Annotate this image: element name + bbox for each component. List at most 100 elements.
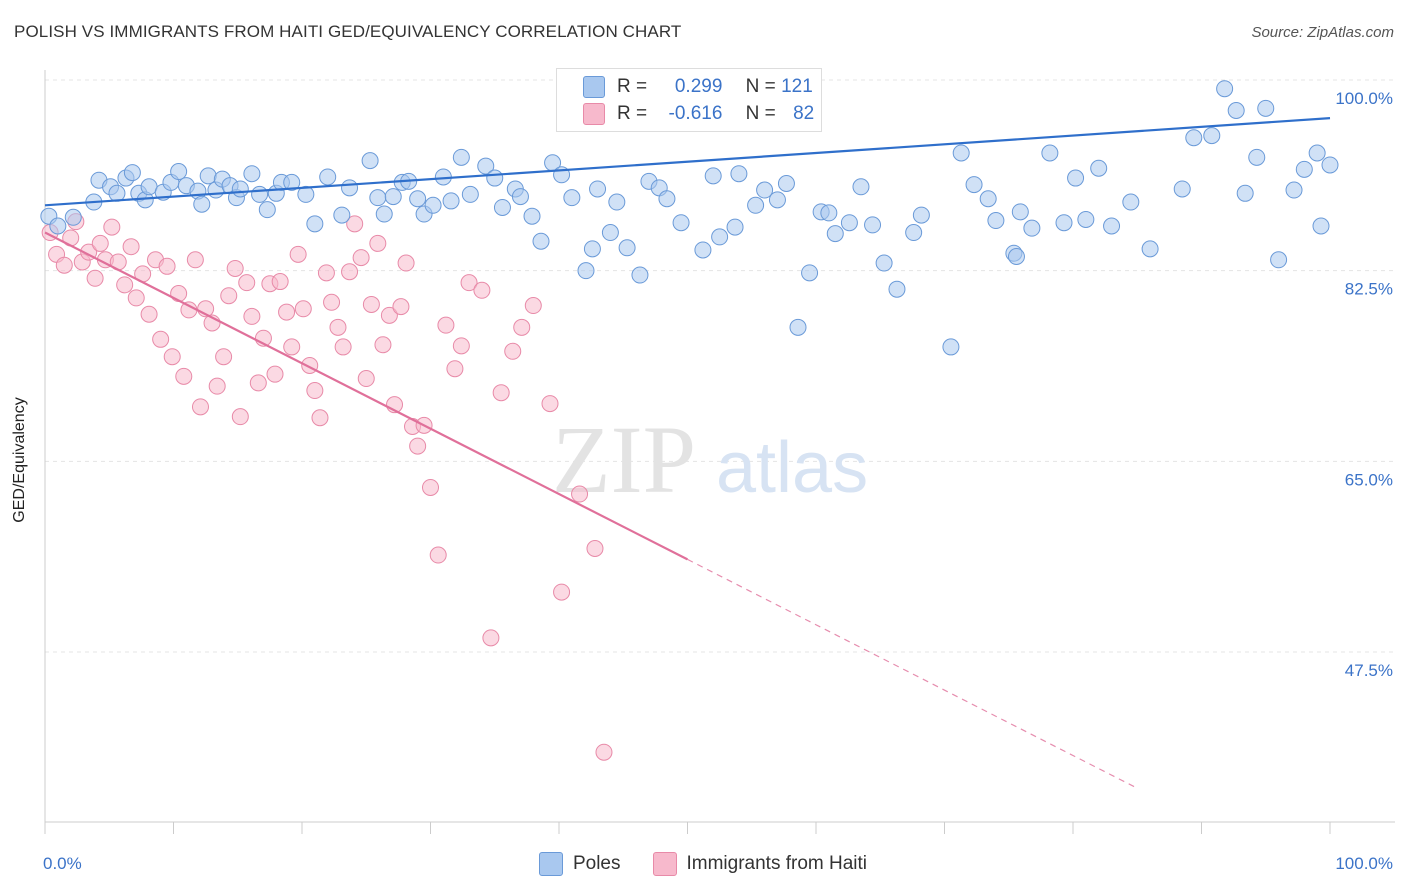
chart-title: POLISH VS IMMIGRANTS FROM HAITI GED/EQUI… — [14, 22, 682, 41]
haiti-point — [186, 251, 204, 269]
poles-point — [1090, 159, 1108, 177]
poles-point — [777, 175, 795, 193]
haiti-point — [429, 546, 447, 564]
poles-point — [1227, 102, 1245, 120]
poles-point — [694, 241, 712, 259]
haiti-point — [191, 398, 209, 416]
poles-point — [193, 195, 211, 213]
haiti-point — [208, 377, 226, 395]
poles-point — [306, 215, 324, 233]
haiti-swatch — [583, 103, 605, 125]
y-tick-label: 82.5% — [1345, 280, 1393, 299]
haiti-legend-swatch — [652, 852, 677, 876]
haiti-point — [170, 285, 188, 303]
legend-item-poles[interactable]: Poles — [538, 852, 621, 876]
poles-point — [409, 190, 427, 208]
poles-point — [1141, 240, 1159, 258]
n-value-poles: 121 — [781, 76, 813, 97]
haiti-point — [317, 264, 335, 282]
haiti-point — [278, 303, 296, 321]
poles-point — [730, 165, 748, 183]
haiti-point — [220, 287, 238, 305]
poles-point — [658, 190, 676, 208]
y-tick-label: 47.5% — [1345, 661, 1393, 680]
legend-item-haiti[interactable]: Immigrants from Haiti — [652, 852, 868, 876]
haiti-point — [329, 318, 347, 336]
poles-point — [1103, 217, 1121, 235]
haiti-point — [266, 365, 284, 383]
haiti-point — [140, 305, 158, 323]
n-label: N = — [745, 76, 776, 97]
haiti-point — [55, 256, 73, 274]
poles-point — [905, 224, 923, 242]
poles-point — [608, 193, 626, 211]
poles-point — [369, 189, 387, 207]
poles-point — [1077, 210, 1095, 228]
x-tick-label: 100.0% — [1335, 854, 1393, 873]
poles-point — [801, 264, 819, 282]
poles-point — [1321, 156, 1339, 174]
haiti-point — [409, 437, 427, 455]
poles-point — [1295, 160, 1313, 178]
poles-point — [942, 338, 960, 356]
poles-point — [875, 254, 893, 272]
haiti-point — [249, 374, 267, 392]
legend-label-haiti: Immigrants from Haiti — [686, 853, 868, 874]
haiti-point — [163, 348, 181, 366]
poles-point — [511, 188, 529, 206]
poles-point — [1257, 99, 1275, 117]
haiti-point — [346, 215, 364, 233]
poles-point — [618, 239, 636, 257]
haiti-point — [243, 307, 261, 325]
haiti-point — [180, 301, 198, 319]
haiti-point — [586, 539, 604, 557]
haiti-point — [362, 295, 380, 313]
haiti-trend-line — [44, 231, 688, 561]
haiti-point — [231, 408, 249, 426]
haiti-point — [422, 478, 439, 496]
haiti-trend-extension — [687, 558, 1138, 789]
poles-point — [1285, 181, 1303, 199]
r-value-poles: 0.299 — [674, 76, 723, 97]
poles-point — [672, 214, 690, 232]
poles-point — [747, 196, 765, 214]
poles-point — [1312, 217, 1330, 235]
poles-point — [361, 152, 379, 170]
stats-text-haiti: R = -0.616 N = 82 — [617, 103, 814, 125]
poles-point — [231, 180, 249, 198]
haiti-point — [397, 254, 415, 272]
poles-point — [1067, 169, 1085, 187]
poles-point — [789, 318, 807, 336]
bottom-legend: Poles Immigrants from Haiti — [0, 852, 1406, 876]
poles-point — [1308, 144, 1326, 162]
poles-point — [64, 208, 82, 226]
poles-point — [493, 198, 511, 216]
poles-point — [1055, 214, 1073, 232]
poles-point — [1248, 148, 1266, 166]
haiti-point — [306, 382, 324, 400]
haiti-point — [238, 274, 256, 292]
poles-point — [341, 179, 359, 197]
haiti-point — [152, 330, 170, 348]
poles-point — [1270, 251, 1288, 269]
haiti-point — [437, 316, 455, 334]
poles-point — [243, 165, 261, 183]
poles-point — [1216, 80, 1234, 98]
poles-point — [477, 157, 495, 175]
watermark: ZIP atlas — [552, 406, 868, 513]
poles-point — [826, 225, 844, 243]
haiti-point — [541, 395, 559, 413]
haiti-point — [289, 245, 307, 263]
poles-trend-line — [44, 117, 1331, 207]
haiti-point — [473, 281, 491, 299]
stats-legend: R = 0.299 N = 121 R = -0.616 N = 82 — [556, 68, 822, 132]
haiti-point — [91, 234, 109, 252]
poles-point — [1023, 219, 1041, 237]
poles-point — [532, 232, 550, 250]
haiti-point — [127, 289, 145, 307]
haiti-point — [571, 485, 589, 503]
trend-lines — [44, 117, 1331, 789]
haiti-point — [226, 259, 244, 277]
poles-point — [1007, 248, 1025, 266]
